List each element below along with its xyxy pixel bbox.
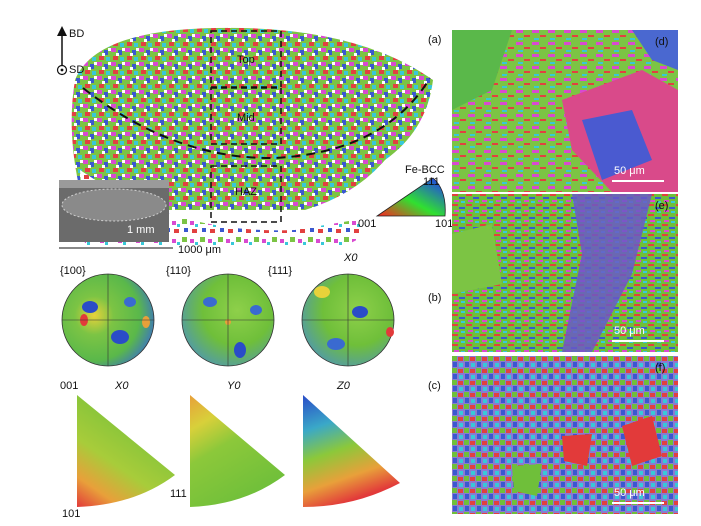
axis-indicator-icon <box>56 26 68 76</box>
panel-a: BD SD Top Mid HAZ 1 mm 1000 μm Fe-BCC 11… <box>55 20 455 260</box>
pf-110-label: {110} <box>166 265 191 277</box>
axis-sd-label: SD <box>69 64 85 76</box>
key-111-label: 111 <box>423 176 440 188</box>
scale-bar-d <box>612 180 664 182</box>
scale-label-e: 50 μm <box>614 325 645 337</box>
panel-label-b: (b) <box>428 292 442 304</box>
panel-label-d: (d) <box>655 36 669 48</box>
inset-scale-label: 1 mm <box>127 224 155 236</box>
scale-bar-f <box>612 502 664 504</box>
micrograph-e: 50 μm <box>452 194 678 352</box>
scale-label-d: 50 μm <box>614 165 645 177</box>
ipf-001-label: 001 <box>60 380 79 392</box>
ipf-101-label: 101 <box>62 508 81 520</box>
scale-label-f: 50 μm <box>614 487 645 499</box>
ipf-x0-label: X0 <box>115 380 129 392</box>
key-001-label: 001 <box>358 218 377 230</box>
ipf-y0-label: Y0 <box>227 380 241 392</box>
scale-bar-e <box>612 340 664 342</box>
panel-label-e: (e) <box>655 200 669 212</box>
pf-111-label: {111} <box>268 265 293 277</box>
key-101-label: 101 <box>435 218 454 230</box>
panel-label-a: (a) <box>428 34 442 46</box>
map-scale-label: 1000 μm <box>178 244 222 256</box>
pole-figures <box>61 273 395 367</box>
ebsd-cross-section-map <box>59 27 446 249</box>
ipf-111-label: 111 <box>170 488 187 500</box>
panel-label-c: (c) <box>428 380 441 392</box>
axis-bd-label: BD <box>69 28 85 40</box>
region-haz-label: HAZ <box>235 186 257 198</box>
micrograph-f: 50 μm <box>452 356 678 514</box>
region-mid-label: Mid <box>237 112 255 124</box>
ipf-z0-label: Z0 <box>337 380 350 392</box>
inverse-pole-figures <box>77 395 400 507</box>
micrograph-d: 50 μm <box>452 30 678 192</box>
key-title: Fe-BCC <box>405 164 445 176</box>
pf-100-label: {100} <box>60 265 86 277</box>
panel-label-f: (f) <box>655 362 666 374</box>
region-top-label: Top <box>237 54 255 66</box>
pf-x0-label: X0 <box>344 252 358 264</box>
